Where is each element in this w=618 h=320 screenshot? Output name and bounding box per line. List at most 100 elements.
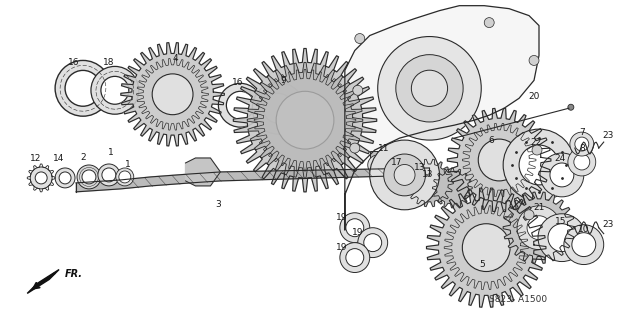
Text: 9: 9 (280, 76, 286, 85)
Circle shape (370, 140, 439, 210)
Text: S823- A1500: S823- A1500 (489, 295, 547, 304)
Circle shape (152, 74, 193, 115)
Circle shape (574, 154, 590, 170)
Circle shape (462, 224, 510, 271)
Text: 19: 19 (336, 213, 347, 222)
Text: 1: 1 (125, 160, 130, 170)
Bar (370, 151, 386, 179)
Circle shape (529, 55, 539, 65)
Circle shape (226, 91, 254, 119)
Polygon shape (185, 158, 221, 186)
Polygon shape (234, 49, 377, 192)
Text: 19: 19 (336, 243, 347, 252)
Circle shape (346, 249, 364, 267)
Polygon shape (76, 168, 430, 192)
Circle shape (358, 228, 387, 258)
Text: 19: 19 (352, 228, 363, 237)
Circle shape (548, 224, 576, 252)
Text: 16: 16 (68, 58, 80, 67)
Polygon shape (503, 192, 575, 263)
Polygon shape (447, 108, 551, 212)
Polygon shape (121, 43, 224, 146)
Circle shape (517, 206, 561, 250)
Circle shape (378, 36, 481, 140)
Text: 1: 1 (108, 148, 114, 156)
Text: 14: 14 (53, 154, 65, 163)
Circle shape (55, 60, 111, 116)
Circle shape (568, 148, 596, 176)
Text: 3: 3 (216, 200, 221, 209)
Text: 24: 24 (554, 154, 565, 163)
Polygon shape (27, 269, 59, 293)
Circle shape (384, 154, 425, 196)
Circle shape (346, 219, 364, 237)
Circle shape (101, 76, 129, 104)
Circle shape (395, 168, 415, 188)
Circle shape (116, 168, 133, 186)
Text: 23: 23 (602, 220, 614, 229)
Circle shape (478, 139, 520, 181)
Circle shape (412, 70, 447, 107)
Circle shape (364, 234, 382, 252)
Circle shape (82, 170, 96, 184)
Circle shape (340, 243, 370, 273)
Circle shape (55, 168, 75, 188)
Circle shape (350, 143, 360, 153)
Circle shape (485, 18, 494, 28)
Text: 7: 7 (579, 128, 585, 137)
Polygon shape (433, 168, 472, 208)
Text: 2: 2 (80, 153, 86, 162)
Circle shape (340, 213, 370, 243)
Circle shape (35, 172, 47, 184)
Circle shape (276, 91, 334, 149)
Circle shape (102, 168, 116, 182)
Circle shape (98, 164, 120, 186)
Circle shape (550, 163, 574, 187)
Text: 20: 20 (528, 92, 540, 101)
Text: 4: 4 (173, 54, 179, 63)
Circle shape (415, 169, 443, 197)
Text: 15: 15 (555, 217, 567, 226)
Circle shape (30, 167, 52, 189)
Circle shape (387, 160, 423, 196)
Circle shape (394, 164, 415, 185)
Polygon shape (405, 159, 454, 207)
Text: 17: 17 (391, 158, 402, 167)
Text: 11: 11 (378, 144, 389, 153)
Text: 16: 16 (232, 78, 243, 87)
Circle shape (570, 132, 594, 156)
Circle shape (572, 233, 596, 257)
Text: 21: 21 (533, 203, 544, 212)
Polygon shape (345, 6, 539, 230)
Text: 22: 22 (530, 138, 541, 147)
Circle shape (540, 153, 584, 197)
Circle shape (568, 104, 574, 110)
Text: FR.: FR. (65, 268, 83, 278)
Text: 12: 12 (30, 154, 41, 163)
Circle shape (119, 171, 131, 183)
Polygon shape (426, 188, 546, 307)
Circle shape (368, 155, 387, 175)
Text: 13: 13 (414, 164, 425, 172)
Circle shape (524, 210, 534, 220)
Text: 18: 18 (103, 58, 114, 67)
Circle shape (538, 214, 586, 261)
Text: 5: 5 (480, 260, 485, 269)
Circle shape (373, 160, 383, 170)
Circle shape (355, 34, 365, 44)
Circle shape (353, 85, 363, 95)
Polygon shape (247, 62, 363, 178)
Circle shape (519, 145, 559, 185)
Circle shape (527, 216, 551, 240)
Text: 23: 23 (602, 131, 614, 140)
Circle shape (91, 67, 139, 114)
Circle shape (59, 172, 71, 184)
Circle shape (218, 83, 262, 127)
Circle shape (575, 137, 589, 151)
Circle shape (396, 55, 463, 122)
Circle shape (532, 145, 542, 155)
Text: 13: 13 (421, 171, 433, 180)
Text: 6: 6 (488, 136, 494, 145)
Circle shape (503, 129, 575, 201)
Circle shape (252, 82, 304, 134)
